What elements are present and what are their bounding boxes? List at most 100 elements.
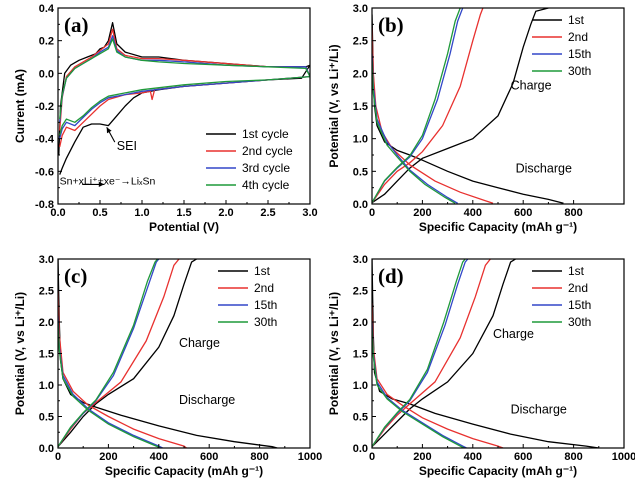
- panel-b-series-15th-discharge-line: [372, 53, 459, 204]
- panel-b-legend-label-30th: 30th: [568, 64, 591, 78]
- panel-c-xtick-label: 800: [250, 451, 268, 463]
- panel-a-ytick-label: -0.2: [35, 101, 54, 113]
- panel-d-series-1st-charge-line: [372, 259, 516, 448]
- panel-a-annotation-sei: SEI: [117, 139, 137, 153]
- panel-d-series-2nd-charge-line: [372, 259, 491, 448]
- panel-b-ytick-label: 1.5: [353, 101, 368, 113]
- panel-a-xtick-label: 3.0: [302, 207, 317, 219]
- panel-a-ytick-label: 0.4: [39, 3, 55, 15]
- panel-b-annotation-charge: Charge: [511, 79, 552, 93]
- panel-a-chart: 0.0 0.5 1.0 1.5 2.0 2.5 3.0 -0.8 -0.6 -0.4 -0.2 0.0…: [13, 3, 318, 234]
- panel-d-ytick-label: 2.5: [353, 286, 368, 298]
- panel-a-annotation-arrowhead: [98, 181, 105, 188]
- panel-c-ytick-label: 1.0: [39, 380, 54, 392]
- panel-b-ytick-label: 0.0: [353, 199, 368, 211]
- panel-c-ytick-label: 3.0: [39, 254, 54, 266]
- panel-d-legend-label-30th: 30th: [568, 315, 591, 329]
- panel-b-ytick-label: 1.0: [353, 134, 368, 146]
- panel-c-panel-label: (c): [64, 264, 87, 288]
- panel-b-chart: 0 200 400 600 800 0.0 0.5 1.0 1.5 2.0 2.5 3.0 Specif…: [327, 3, 625, 234]
- panel-a-xtick-label: 1.0: [134, 207, 149, 219]
- panel-a-annotation-sn-xli-xe-li-sn: Sn+xLi⁺+xe⁻→LiₓSn: [60, 175, 156, 187]
- panel-a-ytick-label: 0.0: [39, 68, 54, 80]
- panel-b-series-2nd-charge-line: [372, 8, 484, 204]
- panel-b-ytick-label: 2.0: [353, 68, 368, 80]
- panel-d-xtick-label: 200: [413, 451, 431, 463]
- panel-d-series-30th-discharge-line: [372, 328, 465, 448]
- panel-b-panel-label: (b): [378, 13, 404, 37]
- panel-a-ytick-label: -0.8: [35, 199, 54, 211]
- panel-c-xtick-label: 200: [99, 451, 117, 463]
- panel-d-legend-label-2nd: 2nd: [568, 281, 588, 295]
- panel-d-xtick-label: 400: [464, 451, 482, 463]
- panel-b-ytick-label: 0.5: [353, 166, 368, 178]
- panel-d-xtick-label: 0: [369, 451, 375, 463]
- panel-d-x-axis-label: Specific Capacity (mAh g⁻¹): [419, 464, 577, 478]
- panel-d-ytick-label: 1.0: [353, 380, 368, 392]
- panel-d-annotation-discharge: Discharge: [511, 402, 567, 416]
- panel-d-xtick-label: 800: [564, 451, 582, 463]
- panel-d-series-30th-charge-line: [372, 259, 466, 448]
- panel-a-ytick-label: -0.6: [35, 166, 54, 178]
- panel-d-chart: 0 200 400 600 800 1000 0.0 0.5 1.0 1.5 2.0 2.5 3.0 Sp…: [327, 254, 635, 478]
- panel-b-series-15th-charge-line: [372, 8, 464, 204]
- panel-d-ytick-label: 3.0: [353, 254, 368, 266]
- panel-c-legend-label-1st: 1st: [254, 264, 271, 278]
- panel-c-legend-label-30th: 30th: [254, 315, 277, 329]
- panel-b-series-30th-charge-line: [372, 8, 461, 204]
- panel-b-xtick-label: 800: [564, 207, 582, 219]
- panel-c-series-1st-charge-line: [58, 259, 197, 448]
- panel-a-xtick-label: 1.5: [176, 207, 191, 219]
- panel-a-series-4th-cycle-line: [59, 38, 310, 136]
- panel-d-series-1st-discharge-line: [372, 259, 599, 448]
- panel-c-xtick-label: 0: [55, 451, 61, 463]
- panel-b-annotation-discharge: Discharge: [516, 162, 572, 176]
- panel-a-ytick-label: 0.2: [39, 36, 54, 48]
- panel-c-ytick-label: 2.5: [39, 286, 54, 298]
- panel-b-series-1st-charge-line: [372, 8, 549, 204]
- panel-d-y-axis-label: Potential (V, vs Li⁺/Li): [327, 292, 341, 415]
- panel-a-legend-label-2nd-cycle: 2nd cycle: [242, 144, 293, 158]
- panel-b-legend-label-1st: 1st: [568, 13, 585, 27]
- panel-b-ytick-label: 2.5: [353, 36, 368, 48]
- panel-c-xtick-label: 600: [200, 451, 218, 463]
- panel-b-y-axis-label: Potential (V, vs Li⁺/Li): [327, 44, 341, 167]
- panel-b-xtick-label: 200: [413, 207, 431, 219]
- panel-a-panel-label: (a): [64, 13, 89, 37]
- panel-a-xtick-label: 2.5: [260, 207, 275, 219]
- panel-b-xtick-label: 0: [369, 207, 375, 219]
- panel-c-xtick-label: 400: [150, 451, 168, 463]
- panel-d-ytick-label: 2.0: [353, 317, 368, 329]
- panel-a-x-axis-label: Potential (V): [149, 220, 219, 234]
- panel-c-ytick-label: 0.0: [39, 443, 54, 455]
- panel-d-panel-label: (d): [378, 264, 404, 288]
- panel-a-ytick-label: -0.4: [35, 134, 55, 146]
- panel-b-series-2nd-discharge-line: [372, 27, 494, 204]
- panel-c-legend-label-2nd: 2nd: [254, 281, 274, 295]
- panel-b-x-axis-label: Specific Capacity (mAh g⁻¹): [419, 220, 577, 234]
- panel-b-xtick-label: 400: [464, 207, 482, 219]
- panel-a-xtick-label: 2.0: [218, 207, 233, 219]
- panel-c-ytick-label: 0.5: [39, 412, 54, 424]
- panel-a-y-axis-label: Current (mA): [13, 69, 27, 143]
- panel-c-series-30th-discharge-line: [58, 321, 161, 448]
- panel-a-legend-label-4th-cycle: 4th cycle: [242, 178, 290, 192]
- panel-c-ytick-label: 1.5: [39, 349, 54, 361]
- panel-d-ytick-label: 0.0: [353, 443, 368, 455]
- panel-c-chart: 0 200 400 600 800 1000 0.0 0.5 1.0 1.5 2.0 2.5 3.0 Sp…: [13, 254, 322, 478]
- panel-b-xtick-label: 600: [514, 207, 532, 219]
- panel-d-legend-label-15th: 15th: [568, 298, 591, 312]
- panel-b-ytick-label: 3.0: [353, 3, 368, 15]
- panel-c-annotation-charge: Charge: [179, 336, 220, 350]
- panel-c-annotation-discharge: Discharge: [179, 393, 235, 407]
- panel-a-legend-label-1st-cycle: 1st cycle: [242, 127, 289, 141]
- panel-d-legend-label-1st: 1st: [568, 264, 585, 278]
- panel-a-xtick-label: 0.5: [92, 207, 107, 219]
- panel-c-x-axis-label: Specific Capacity (mAh g⁻¹): [105, 464, 263, 478]
- panel-d-ytick-label: 1.5: [353, 349, 368, 361]
- panel-d-xtick-label: 600: [514, 451, 532, 463]
- panel-b-legend-label-15th: 15th: [568, 47, 591, 61]
- panel-d-annotation-charge: Charge: [493, 327, 534, 341]
- panel-c-xtick-label: 1000: [298, 451, 322, 463]
